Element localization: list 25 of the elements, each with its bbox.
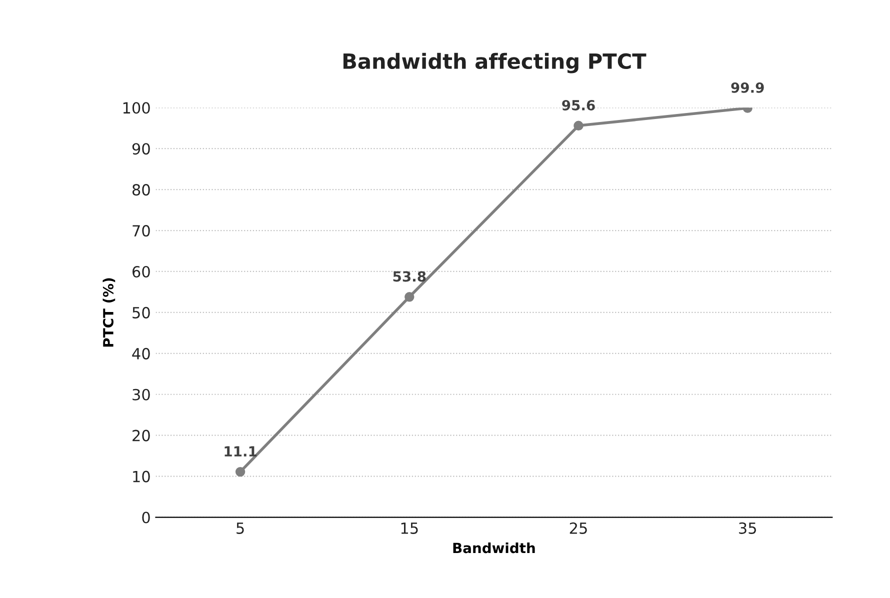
data-label: 53.8: [393, 271, 426, 282]
y-tick-label: 60: [132, 266, 150, 278]
point: [574, 120, 584, 131]
y-axis-title: PTCT (%): [102, 278, 116, 347]
data-label: 11.1: [224, 446, 256, 456]
x-tick-label: 5: [236, 522, 244, 534]
x-tick-label: 15: [401, 522, 418, 534]
point: [404, 292, 414, 302]
y-tick-label: 80: [132, 184, 150, 196]
x-axis-title: Bandwidth: [453, 542, 535, 554]
chart-title: Bandwidth affecting PTCT: [343, 52, 646, 74]
y-tick-label: 30: [132, 388, 150, 400]
y-tick-label: 10: [133, 470, 150, 482]
y-tick-label: 50: [132, 306, 150, 318]
x-tick-label: 35: [739, 522, 756, 534]
data-label: 99.9: [731, 82, 764, 93]
y-tick-label: 0: [142, 512, 150, 524]
x-tick-label: 25: [570, 522, 587, 534]
y-tick-label: 100: [123, 102, 150, 114]
y-tick-label: 20: [132, 430, 150, 442]
y-tick-label: 70: [132, 224, 150, 237]
y-tick-label: 90: [132, 143, 150, 155]
y-tick-label: 40: [132, 348, 150, 360]
point: [235, 466, 246, 477]
data-label: 95.6: [562, 100, 595, 110]
